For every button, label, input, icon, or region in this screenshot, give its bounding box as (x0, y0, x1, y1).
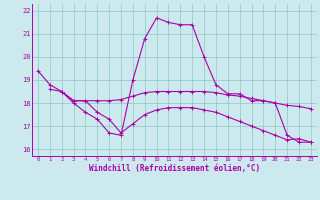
X-axis label: Windchill (Refroidissement éolien,°C): Windchill (Refroidissement éolien,°C) (89, 164, 260, 173)
